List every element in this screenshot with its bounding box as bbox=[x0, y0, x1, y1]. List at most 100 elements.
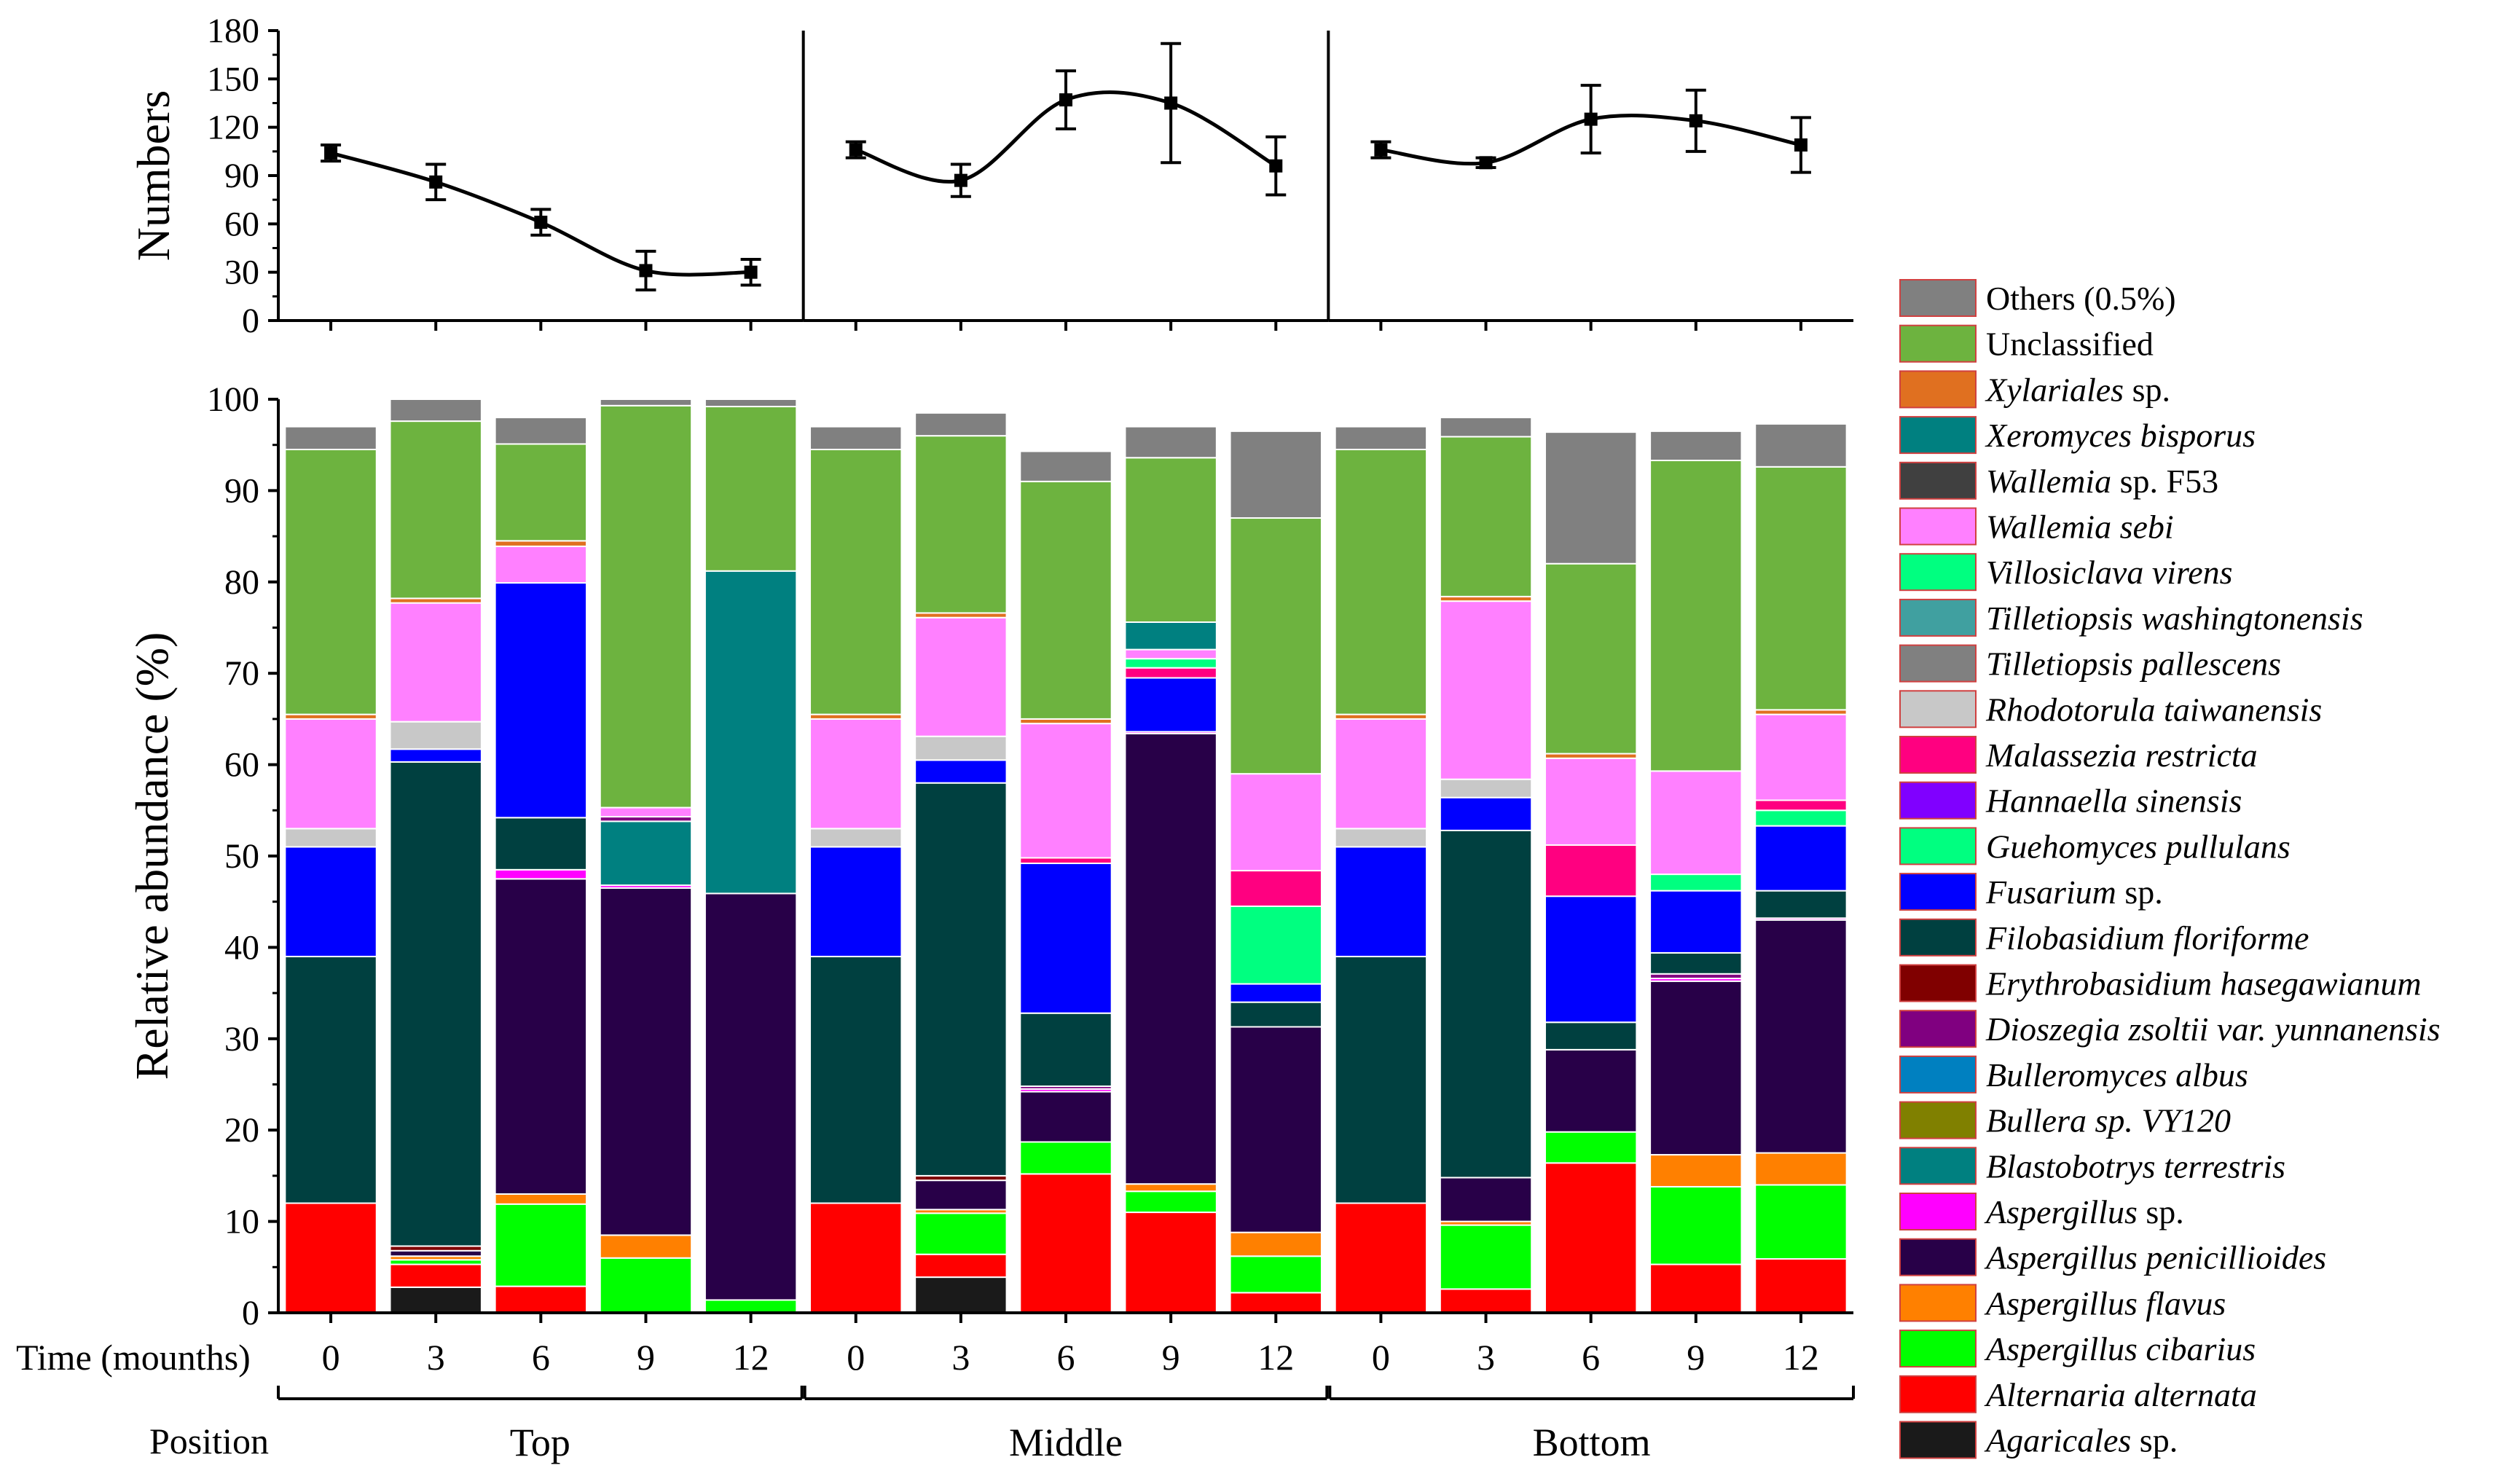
y-tick-label: 60 bbox=[224, 205, 259, 243]
bar-segment bbox=[1754, 799, 1848, 812]
bar-segment bbox=[914, 616, 1008, 737]
y-tick-label: 90 bbox=[224, 471, 259, 510]
bar-segment bbox=[1649, 1263, 1743, 1314]
legend-label: Aspergillus flavus bbox=[1984, 1284, 2226, 1322]
bar-segment bbox=[1124, 677, 1217, 733]
bar-segment bbox=[1124, 1212, 1217, 1314]
data-point bbox=[744, 265, 758, 279]
bar-segment bbox=[1439, 1177, 1533, 1222]
y-tick-label: 30 bbox=[224, 254, 259, 292]
legend-label: Malassezia restricta bbox=[1985, 737, 2258, 774]
bar-segment bbox=[1439, 417, 1533, 438]
y-tick-label: 100 bbox=[207, 380, 259, 419]
data-point bbox=[1584, 112, 1598, 126]
legend-swatch bbox=[1899, 553, 1977, 592]
legend-swatch bbox=[1899, 781, 1977, 820]
bar-segment bbox=[389, 761, 482, 1247]
legend-label: Xylariales sp. bbox=[1985, 371, 2170, 408]
bar-segment bbox=[914, 759, 1008, 784]
position-title: Position bbox=[149, 1421, 269, 1461]
legend-swatch bbox=[1899, 1330, 1977, 1368]
bar-segment bbox=[1124, 1190, 1217, 1214]
bar-segment bbox=[1019, 1012, 1112, 1088]
bar-segment bbox=[809, 448, 903, 715]
bar-segment bbox=[809, 828, 903, 848]
x-tick-label: 12 bbox=[733, 1337, 769, 1378]
legend-label: Wallemia sp. F53 bbox=[1986, 463, 2218, 500]
y-tick-label: 180 bbox=[207, 12, 259, 50]
bar-segment bbox=[1124, 425, 1217, 459]
bar-segment bbox=[1649, 1185, 1743, 1265]
bar-segment bbox=[914, 1212, 1008, 1255]
x-tick-label: 9 bbox=[1687, 1337, 1705, 1378]
bar-segment bbox=[494, 582, 588, 819]
bar-segment bbox=[704, 570, 798, 895]
position-label: Bottom bbox=[1533, 1421, 1651, 1464]
bar-segment bbox=[704, 892, 798, 1301]
legend-label: Bulleromyces albus bbox=[1986, 1056, 2248, 1094]
legend-swatch bbox=[1899, 1101, 1977, 1139]
bar-segment bbox=[1544, 757, 1638, 846]
y-tick-label: 90 bbox=[224, 157, 259, 195]
legend-label: Alternaria alternata bbox=[1984, 1376, 2257, 1413]
bar-segment bbox=[704, 399, 798, 408]
data-point bbox=[1374, 143, 1388, 157]
bar-segment bbox=[1649, 980, 1743, 1156]
bar-segment bbox=[1544, 1131, 1638, 1164]
bar-segment bbox=[389, 420, 482, 600]
x-tick-label: 6 bbox=[1057, 1337, 1075, 1378]
legend-label: Rhodotorula taiwanensis bbox=[1985, 691, 2322, 728]
legend-label: Guehomyces pullulans bbox=[1986, 828, 2291, 865]
bar-segment bbox=[704, 406, 798, 572]
x-tick-label: 3 bbox=[1477, 1337, 1495, 1378]
data-point bbox=[534, 216, 548, 229]
legend-swatch bbox=[1899, 690, 1977, 729]
legend-swatch bbox=[1899, 964, 1977, 1002]
bar-segment bbox=[1754, 1184, 1848, 1260]
bar-segment bbox=[1229, 983, 1322, 1003]
legend-swatch bbox=[1899, 1147, 1977, 1185]
legend-swatch bbox=[1899, 416, 1977, 455]
bar-segment bbox=[494, 878, 588, 1195]
bar-segment bbox=[1334, 846, 1428, 957]
legend-label: Xeromyces bisporus bbox=[1985, 417, 2256, 454]
bar-segment bbox=[1019, 1173, 1112, 1314]
bar-segment bbox=[1439, 600, 1533, 780]
y-tick-label: 50 bbox=[224, 837, 259, 876]
bar-segment bbox=[284, 718, 377, 830]
bar-segment bbox=[284, 846, 377, 957]
bar-segment bbox=[1229, 1231, 1322, 1257]
data-point bbox=[849, 143, 863, 157]
bar-segment bbox=[809, 955, 903, 1204]
bar-segment bbox=[1649, 460, 1743, 772]
bar-segment bbox=[1754, 890, 1848, 919]
legend-swatch bbox=[1899, 873, 1977, 911]
data-point bbox=[1794, 138, 1808, 152]
bar-segment bbox=[704, 1299, 798, 1314]
bar-segment bbox=[494, 817, 588, 871]
legend-swatch bbox=[1899, 507, 1977, 546]
legend-swatch bbox=[1899, 644, 1977, 683]
legend-label: Aspergillus sp. bbox=[1984, 1193, 2184, 1230]
x-tick-label: 6 bbox=[1582, 1337, 1600, 1378]
legend-swatch bbox=[1899, 1193, 1977, 1230]
bar-segment bbox=[599, 820, 693, 887]
bar-segment bbox=[599, 404, 693, 809]
bar-segment bbox=[809, 718, 903, 830]
bar-segment bbox=[1754, 423, 1848, 468]
bar-segment bbox=[914, 1253, 1008, 1279]
bar-segment bbox=[599, 887, 693, 1236]
bar-segment bbox=[389, 721, 482, 750]
bar-segment bbox=[494, 1193, 588, 1205]
x-tick-label: 3 bbox=[427, 1337, 445, 1378]
bar-segment bbox=[1124, 1183, 1217, 1193]
bar-segment bbox=[1019, 450, 1112, 482]
legend-label: Fusarium sp. bbox=[1985, 873, 2163, 911]
bar-segment bbox=[1334, 828, 1428, 848]
legend-label: Villosiclava virens bbox=[1986, 554, 2233, 591]
y-tick-label: 10 bbox=[224, 1203, 259, 1241]
bar-segment bbox=[599, 399, 693, 407]
position-label: Middle bbox=[1009, 1421, 1123, 1464]
bar-segment bbox=[1124, 621, 1217, 651]
line-panels: 0 30 60 90 120 150 180 Numbers bbox=[127, 12, 1853, 340]
